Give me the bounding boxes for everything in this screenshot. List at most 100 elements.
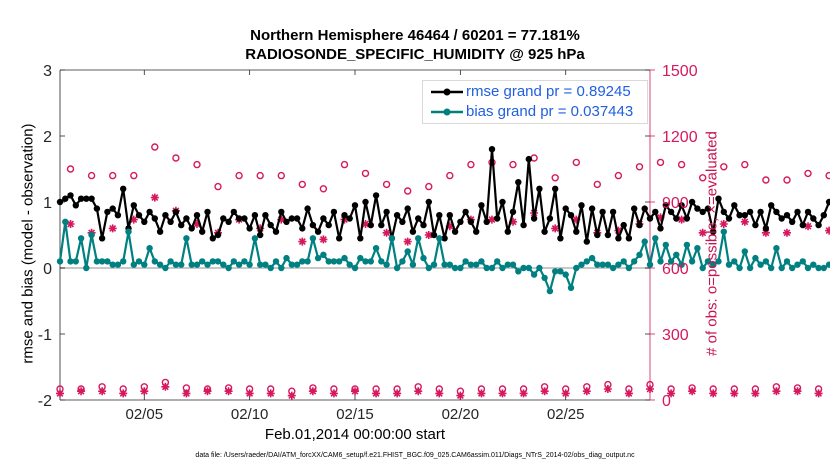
bias-point [283, 254, 290, 262]
rmse-point [204, 208, 211, 216]
obs-possible-point [656, 158, 665, 167]
obs-evaluated-point [192, 220, 201, 228]
bias-point [794, 261, 801, 268]
bias-point [673, 251, 680, 258]
rmse-point [483, 218, 490, 225]
axes [59, 69, 655, 401]
rmse-point [72, 202, 80, 209]
rmse-point [104, 208, 111, 216]
rmse-point [499, 198, 506, 206]
obs-evaluated-point [603, 385, 612, 393]
obs-evaluated-point [277, 215, 286, 224]
legend-swatch-bias [431, 108, 463, 116]
rmse-point [546, 215, 554, 222]
bias-point [199, 258, 206, 265]
obs-possible-point [193, 160, 201, 169]
bias-point [509, 261, 517, 268]
bias-point [773, 245, 780, 252]
bias-point [552, 268, 559, 275]
plot-area [60, 70, 650, 400]
rmse-point [341, 212, 348, 219]
y2-tick-label: 600 [662, 261, 689, 278]
bias-point [120, 258, 127, 265]
obs-possible-point [635, 163, 644, 171]
bias-point [446, 261, 453, 268]
bias-point [388, 235, 396, 242]
plot-background [60, 70, 650, 400]
obs-possible-point [762, 176, 770, 184]
obs-possible-point [446, 171, 454, 180]
obs-possible-point [614, 171, 623, 180]
rmse-point [799, 221, 806, 229]
bias-point [77, 235, 85, 242]
rmse-point [278, 208, 285, 216]
obs-evaluated-point [414, 387, 423, 396]
rmse-point [457, 218, 464, 225]
obs-possible-point [130, 171, 138, 180]
bias-point [746, 264, 754, 272]
rmse-point [251, 212, 259, 219]
rmse-point [420, 221, 427, 229]
rmse-point [599, 208, 606, 216]
rmse-point [88, 195, 95, 202]
obs-evaluated-point [519, 389, 528, 398]
obs-evaluated-point [66, 220, 75, 228]
bias-point [141, 261, 148, 268]
rmse-point [741, 212, 748, 219]
rmse-point [567, 212, 575, 219]
obs-evaluated-point [719, 220, 728, 228]
bias-point [762, 258, 770, 265]
legend: rmse grand pr = 0.89245 bias grand pr = … [422, 80, 648, 124]
rmse-point [441, 235, 448, 242]
rmse-point [699, 208, 706, 216]
bias-point [56, 258, 64, 265]
bias-point [825, 261, 830, 268]
obs-evaluated-point [761, 228, 770, 237]
obs-evaluated-point [56, 389, 64, 398]
bias-point [162, 264, 169, 272]
x-tick-label: 02/05 [126, 406, 164, 423]
rmse-point [299, 225, 306, 232]
bias-point [573, 264, 580, 272]
obs-evaluated-point [319, 235, 328, 244]
bias-point [615, 261, 622, 268]
rmse-point [752, 221, 759, 229]
obs-evaluated-point [308, 387, 317, 396]
bias-point [104, 258, 111, 265]
bias-point [631, 258, 638, 265]
bias-point [657, 258, 664, 265]
obs-possible-point [340, 160, 349, 169]
obs-evaluated-point [709, 389, 718, 398]
bias-point [467, 261, 475, 268]
bias-point [578, 261, 585, 268]
obs-evaluated-point [772, 387, 781, 396]
obs-evaluated-point [182, 389, 191, 398]
bias-point [820, 264, 827, 272]
rmse-point [825, 198, 830, 206]
obs-evaluated-point [814, 389, 823, 398]
obs-evaluated-point [129, 215, 138, 224]
obs-evaluated-point [582, 387, 591, 396]
obs-possible-point [66, 165, 75, 173]
legend-label-bias: bias grand pr = 0.037443 [466, 103, 634, 120]
tick-labels: -2 -1 0 1 2 3 0 300 600 900 1200 1500 02/05 02/10 02/1… [38, 63, 698, 423]
bias-point [357, 254, 364, 262]
rmse-point [462, 208, 469, 216]
bias-point [330, 258, 338, 265]
x-tick-label: 02/25 [547, 406, 585, 423]
x-tick-label: 02/15 [336, 406, 374, 423]
rmse-point [209, 235, 216, 242]
x-tick-label: 02/20 [442, 406, 480, 423]
rmse-point [783, 212, 791, 219]
rmse-point [552, 185, 559, 192]
rmse-point [383, 208, 390, 216]
rmse-point [673, 215, 680, 222]
rmse-point [662, 202, 669, 209]
rmse-point [678, 202, 685, 209]
rmse-point [320, 215, 327, 222]
bias-point [225, 264, 232, 272]
bias-point [804, 264, 812, 272]
rmse-point [67, 192, 74, 199]
rmse-point [746, 208, 754, 216]
rmse-point [399, 218, 406, 225]
